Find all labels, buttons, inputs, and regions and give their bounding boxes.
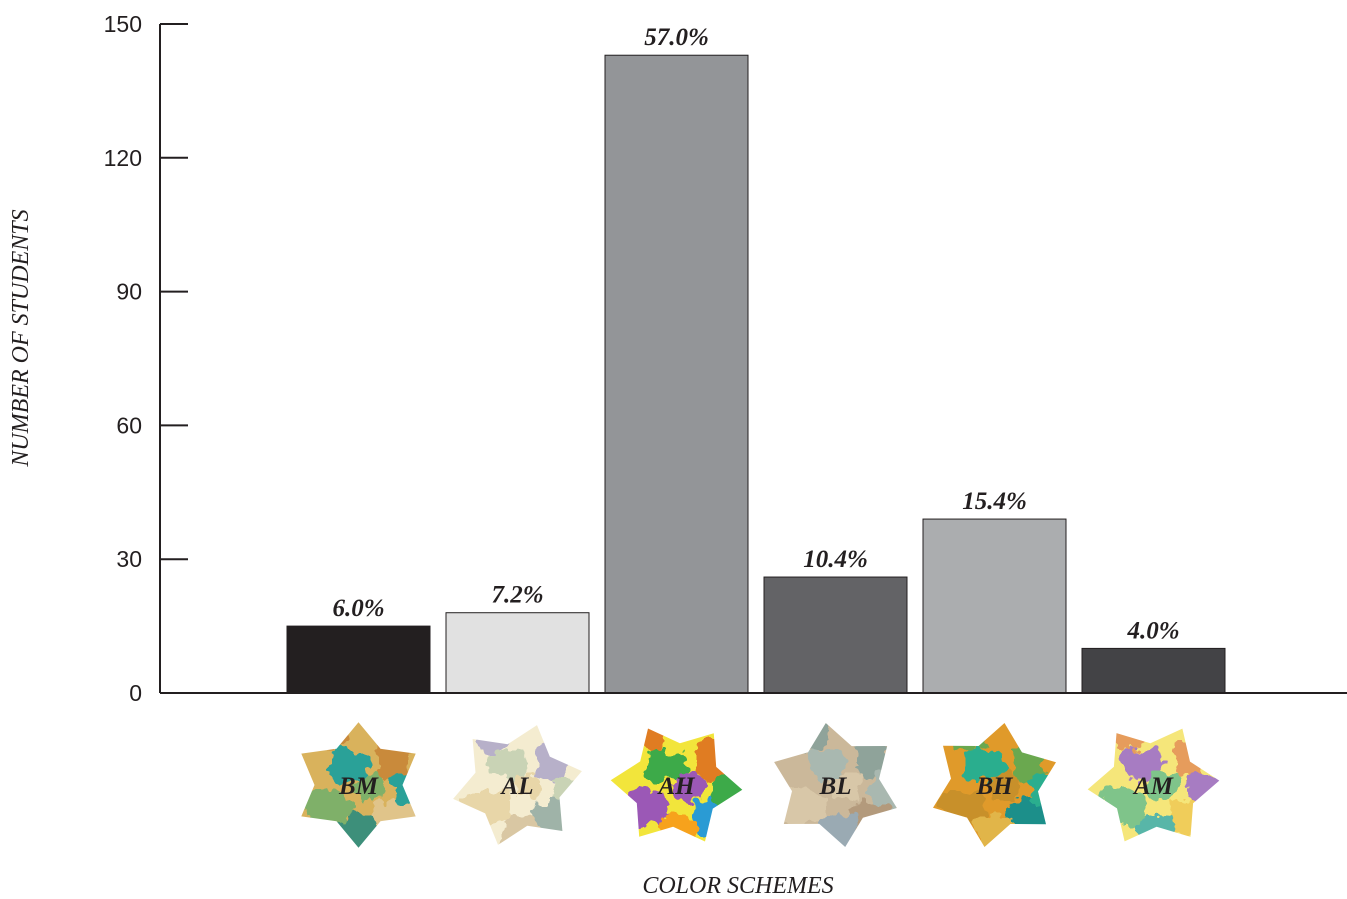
map-thumbnail-bl: BL	[774, 723, 897, 847]
map-thumbnail-label: BM	[338, 773, 379, 800]
bars	[286, 54, 1226, 694]
bar-bm	[286, 625, 431, 694]
map-thumbnail-label: BL	[819, 773, 852, 800]
map-thumbnail-bm: BM	[301, 722, 416, 848]
map-thumbnail-label: AM	[1132, 773, 1174, 800]
data-label-al: 7.2%	[491, 582, 543, 609]
data-label-bh: 15.4%	[962, 488, 1027, 515]
y-tick-label: 30	[116, 546, 142, 572]
data-label-am: 4.0%	[1126, 617, 1179, 644]
data-label-bl: 10.4%	[803, 546, 868, 573]
x-axis-title: COLOR SCHEMES	[642, 873, 833, 899]
y-tick-label: 90	[116, 279, 142, 305]
data-label-bm: 6.0%	[332, 595, 384, 622]
y-tick-label: 150	[104, 11, 142, 37]
map-thumbnail-am: AM	[1087, 728, 1220, 842]
bar-bl	[763, 576, 908, 694]
map-thumbnail-label: AH	[656, 773, 696, 800]
data-labels: 6.0% 7.2% 57.0% 10.4% 15.4% 4.0%	[332, 24, 1179, 644]
y-axis-title: NUMBER OF STUDENTS	[8, 209, 34, 467]
map-thumbnail-ah: AH	[610, 728, 743, 842]
map-thumbnail-label: AL	[500, 773, 534, 800]
data-label-ah: 57.0%	[644, 24, 709, 51]
y-axis: 0 30 60 90 120 150	[104, 11, 188, 706]
y-tick-label: 60	[116, 412, 142, 438]
bar-am	[1081, 647, 1226, 694]
map-thumbnail-al: AL	[453, 725, 582, 845]
bar-al	[445, 612, 590, 694]
y-tick-label: 0	[129, 680, 142, 706]
bar-bh	[922, 518, 1067, 694]
map-thumbnail-label: BH	[975, 773, 1014, 800]
y-tick-label: 120	[104, 145, 142, 171]
map-thumbnails: BM AL AH BL BH AM	[301, 722, 1220, 848]
bar-ah	[604, 54, 749, 694]
map-thumbnail-bh: BH	[933, 723, 1056, 847]
